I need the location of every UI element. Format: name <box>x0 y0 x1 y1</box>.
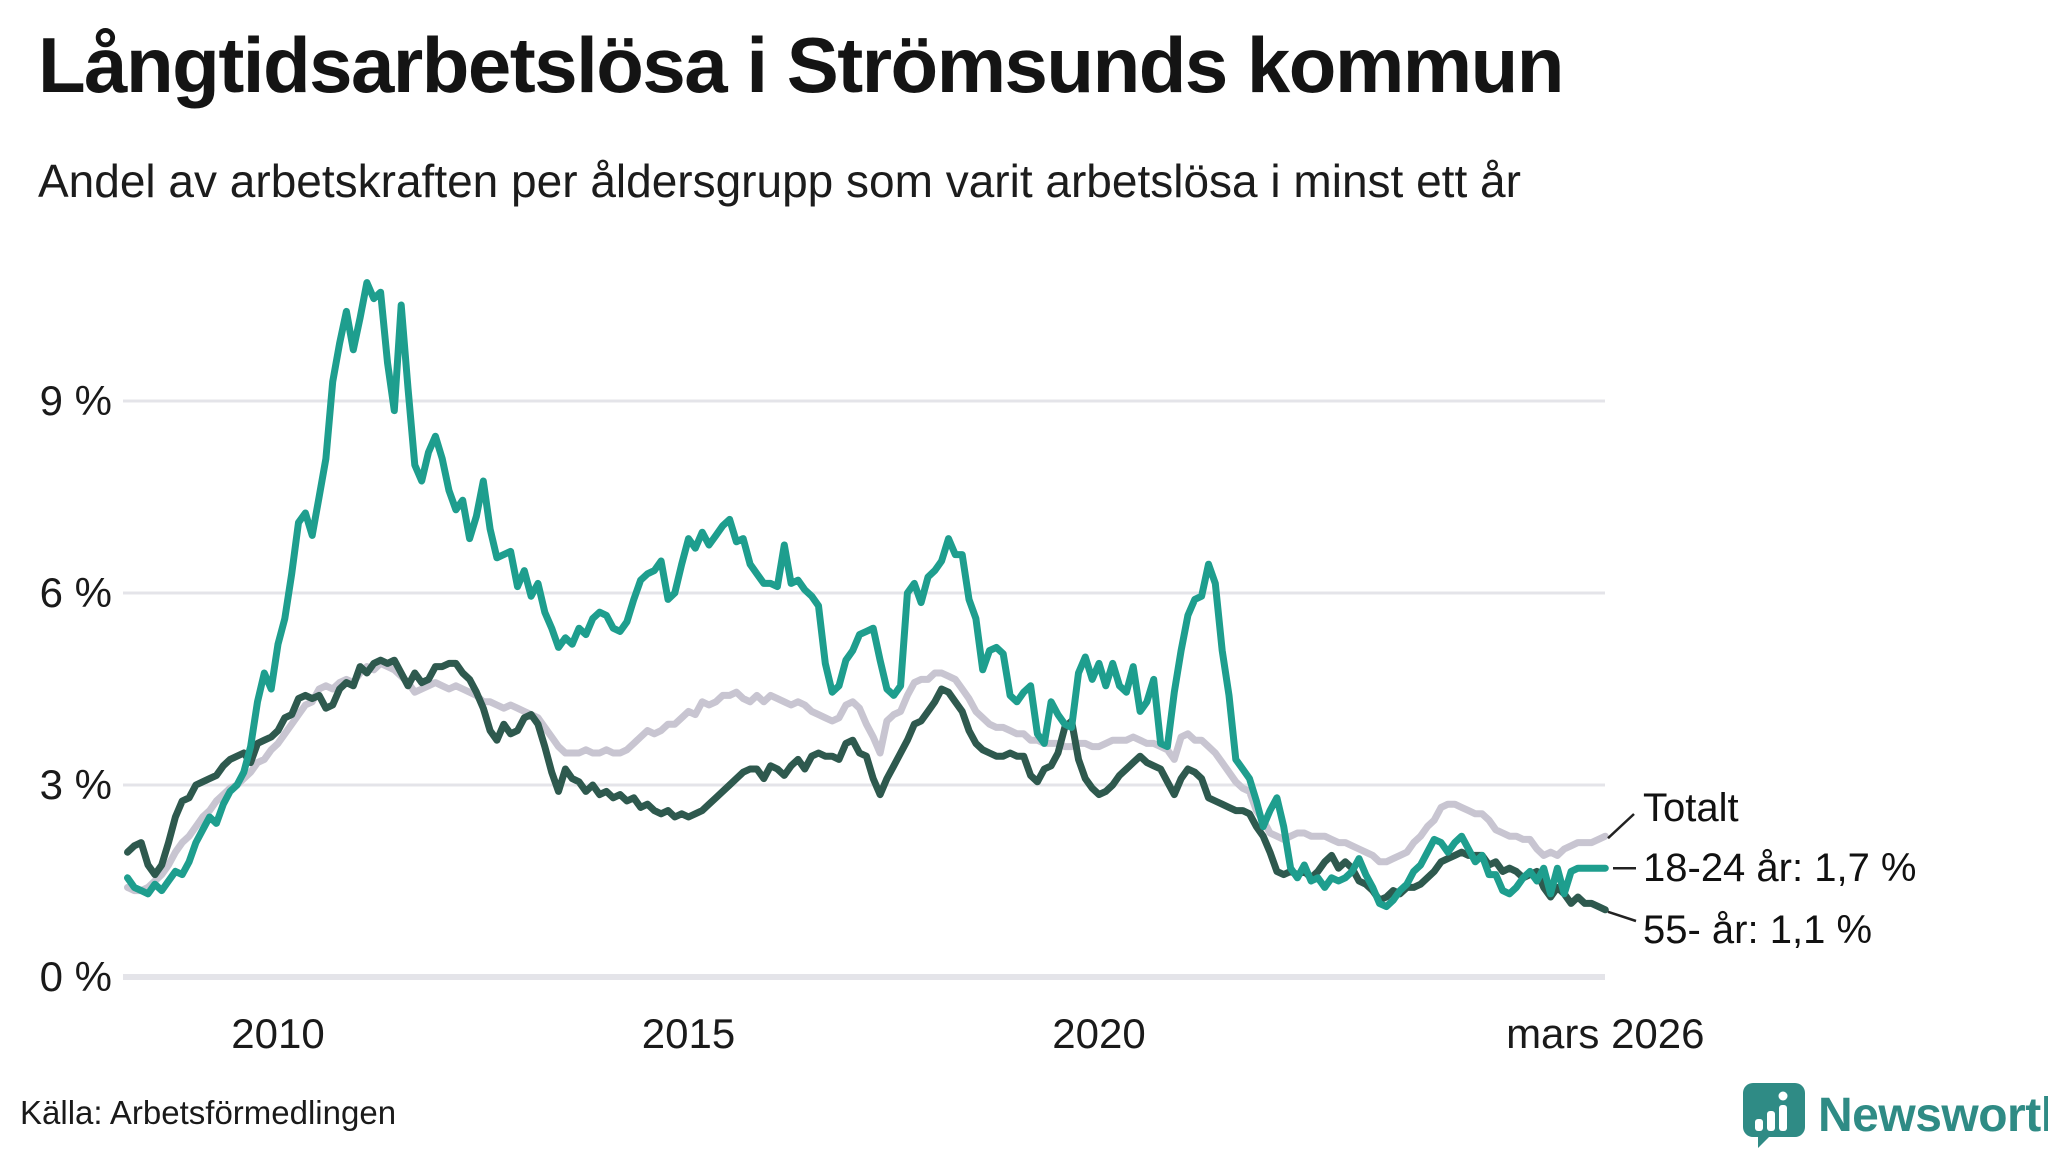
series-line-total <box>124 659 1609 895</box>
x-axis-label-2015: 2015 <box>641 1010 736 1057</box>
x-axis-label-mars-2026: mars 2026 <box>1506 1010 1705 1057</box>
y-axis-label-0: 0 % <box>39 953 112 1000</box>
newsworthy-logo-icon <box>1743 1083 1805 1148</box>
series-line-old <box>124 656 1609 914</box>
series-label-totalt: Totalt <box>1643 786 1739 830</box>
leader-line-totalt <box>1607 813 1635 840</box>
leader-line-55 <box>1607 910 1637 923</box>
logo-bar-medium <box>1767 1111 1775 1131</box>
x-axis-label-2020: 2020 <box>1052 1010 1146 1057</box>
series-label-18-24: 18-24 år: 1,7 % <box>1643 846 1917 890</box>
y-axis-label-6: 6 % <box>39 569 112 616</box>
series-line-young <box>124 279 1609 911</box>
page-title: Långtidsarbetslösa i Strömsunds kommun <box>38 21 1564 109</box>
newsworthy-brand: Newsworthy <box>1742 1082 2048 1148</box>
source-caption: Källa: Arbetsförmedlingen <box>20 1094 397 1131</box>
page-subtitle: Andel av arbetskraften per åldersgrupp s… <box>38 155 1521 207</box>
x-axis-label-2010: 2010 <box>231 1010 325 1057</box>
logo-bar-tall <box>1779 1105 1787 1131</box>
brand-name: Newsworthy <box>1818 1088 2048 1142</box>
logo-bar-small <box>1755 1119 1763 1131</box>
y-axis-label-3: 3 % <box>39 761 112 808</box>
logo-exclamation-dot <box>1778 1091 1788 1101</box>
y-axis-label-9: 9 % <box>39 377 112 424</box>
series-label-55: 55- år: 1,1 % <box>1643 908 1873 952</box>
